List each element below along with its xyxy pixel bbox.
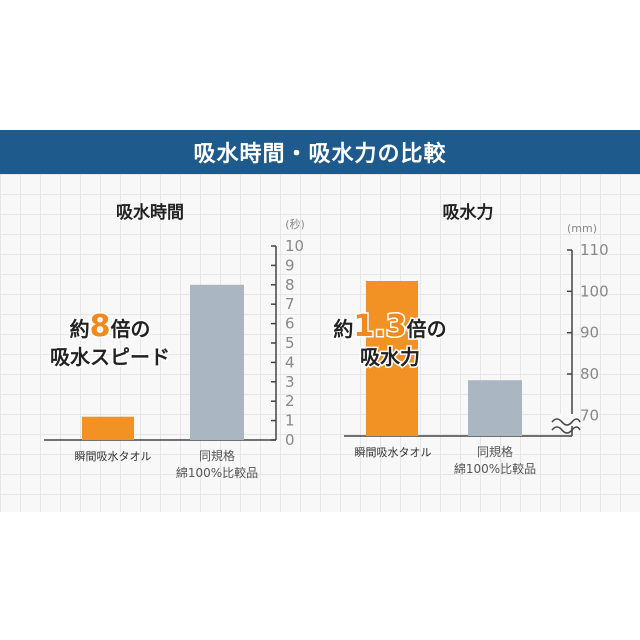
y-tick-label: 10 [285, 237, 304, 255]
chart-panel: 吸水時間 (秒) 0 1 2 3 4 5 6 7 8 9 10 瞬間吸水タオル 同規格綿100%比較品 約8倍… [0, 174, 640, 512]
category-label: 綿100%比較品 [176, 465, 258, 480]
y-tick-label: 110 [580, 241, 609, 259]
y-tick-label: 100 [580, 282, 609, 300]
category-label: 瞬間吸水タオル [75, 450, 152, 463]
callout-line-2: 吸水スピード [50, 345, 170, 369]
y-tick-label: 4 [285, 353, 295, 371]
y-axis-unit: (mm) [567, 222, 597, 235]
callout-line-1: 約1.3倍の [333, 309, 446, 344]
y-tick-label: 1 [285, 412, 295, 430]
y-tick-label: 70 [580, 406, 599, 424]
bar [366, 281, 418, 436]
y-tick-label: 2 [285, 392, 295, 410]
y-tick-label: 9 [285, 256, 295, 274]
axis-break-gap [552, 414, 580, 426]
chart-title: 吸水時間 [116, 202, 184, 223]
bar [468, 380, 522, 436]
category-label: 同規格 [477, 444, 513, 459]
y-axis-unit: (秒) [285, 217, 305, 231]
chart-title: 吸水力 [443, 202, 494, 223]
category-label: 瞬間吸水タオル [355, 446, 432, 459]
y-tick-label: 80 [580, 365, 599, 383]
callout-line-2: 吸水力 [360, 345, 420, 369]
y-tick-label: 8 [285, 276, 295, 294]
category-label: 同規格 [199, 448, 235, 463]
y-tick-label: 3 [285, 373, 295, 391]
bar [82, 416, 134, 440]
y-tick-label: 7 [285, 295, 295, 313]
bar [190, 284, 244, 440]
callout-line-1: 約8倍の [70, 309, 151, 344]
y-tick-label: 6 [285, 315, 295, 333]
y-tick-label: 0 [285, 431, 295, 449]
y-tick-label: 90 [580, 324, 599, 342]
chart-banner-title: 吸水時間・吸水力の比較 [0, 130, 640, 174]
y-tick-label: 5 [285, 334, 295, 352]
category-label: 綿100%比較品 [454, 461, 536, 476]
axis-break-mark [551, 418, 581, 426]
axis-break-mark [551, 426, 581, 434]
